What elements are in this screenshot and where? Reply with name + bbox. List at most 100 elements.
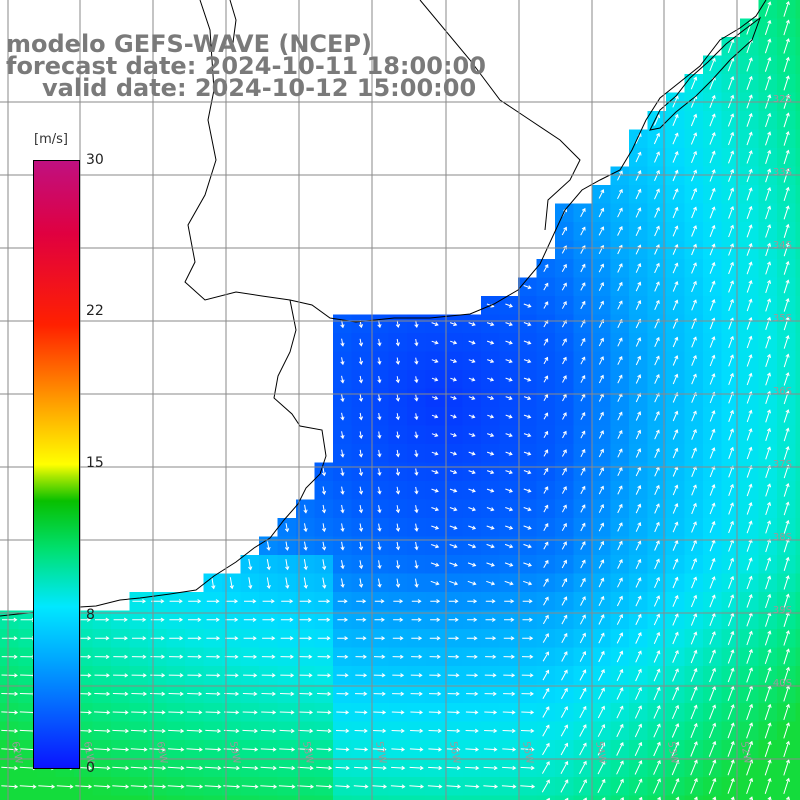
wind-arrow [709,336,716,348]
wind-arrow [260,728,277,734]
wind-arrow [708,759,717,776]
wind-arrow [691,262,697,274]
wind-arrow [583,797,587,800]
wind-arrow [617,374,623,384]
wind-arrow [1,673,18,678]
wind-arrow [395,541,401,551]
colorbar-tick-30: 30 [86,152,104,168]
wind-arrow [579,742,587,756]
wind-arrow [355,636,367,641]
wind-arrow [355,654,367,659]
wind-arrow [279,765,296,771]
wind-arrow [503,673,516,678]
wind-arrow [1,765,19,771]
wind-arrow [431,395,439,400]
longitude-label: 62W [9,741,24,765]
wind-arrow [617,170,623,181]
wind-arrow [690,741,698,757]
wind-arrow [504,562,514,567]
wind-arrow [94,636,110,641]
wind-arrow [467,617,478,622]
wind-arrow [765,149,772,164]
wind-arrow [355,617,367,622]
wind-arrow [783,519,790,534]
wind-arrow [691,225,697,237]
wind-arrow [392,636,404,641]
wind-arrow [372,765,387,771]
wind-arrow [561,263,567,273]
wind-arrow [709,557,716,570]
wind-arrow [765,279,772,294]
wind-arrow [598,374,604,384]
wind-arrow [746,703,754,720]
wind-arrow [746,446,753,460]
wind-arrow [764,703,772,720]
wind-arrow [783,56,790,73]
wind-arrow [543,578,549,587]
wind-arrow [409,784,425,789]
wind-arrow [541,761,550,774]
wind-arrow [783,501,790,516]
wind-arrow [340,338,345,347]
wind-arrow [505,414,513,419]
wind-arrow [395,431,400,439]
wind-arrow [783,149,790,165]
wind-arrow [672,188,679,200]
wind-arrow [746,372,753,386]
wind-arrow [579,705,587,719]
wind-arrow [598,595,605,607]
wind-arrow [395,413,400,421]
wind-arrow [131,710,148,715]
wind-arrow [465,765,480,771]
wind-arrow [414,523,419,532]
wind-arrow [617,577,623,588]
wind-arrow [579,650,587,662]
wind-speed-cell [610,795,630,800]
wind-speed-cell [795,592,800,612]
wind-arrow [429,636,441,641]
wind-arrow [690,613,698,626]
colorbar-tick-15: 15 [86,455,104,471]
wind-arrow [579,669,587,681]
wind-arrow [449,544,458,549]
wind-arrow [248,558,253,571]
wind-arrow [449,525,458,530]
wind-arrow [520,728,535,734]
wind-arrow [261,710,277,715]
wind-arrow [318,599,331,604]
wind-arrow [187,691,203,697]
wind-arrow [542,724,550,737]
wind-arrow [468,470,476,475]
wind-arrow [355,673,368,678]
wind-arrow [75,784,93,789]
wind-arrow [598,226,605,236]
wind-arrow [168,673,184,678]
wind-arrow [672,281,679,292]
wind-arrow [672,521,679,533]
wind-arrow [709,132,716,145]
wind-arrow [284,523,290,533]
wind-arrow [466,673,479,678]
wind-arrow [224,673,239,678]
wind-arrow [321,468,327,477]
wind-arrow [617,263,623,273]
wind-arrow [19,784,37,789]
wind-arrow [414,450,419,458]
wind-arrow [765,168,772,183]
wind-arrow [285,559,290,571]
wind-arrow [728,335,734,348]
wind-speed-cell [795,740,800,760]
wind-arrow [484,691,497,697]
wind-speed-cell [795,74,800,94]
wind-speed-cell [37,795,57,800]
wind-arrow [580,207,586,218]
wind-arrow [486,580,496,586]
wind-arrow [112,691,129,697]
wind-speed-cell [795,499,800,519]
wind-speed-cell [462,795,482,800]
wind-arrow [395,560,401,570]
wind-arrow [523,488,532,493]
wind-arrow [672,576,679,589]
wind-arrow [672,429,679,440]
